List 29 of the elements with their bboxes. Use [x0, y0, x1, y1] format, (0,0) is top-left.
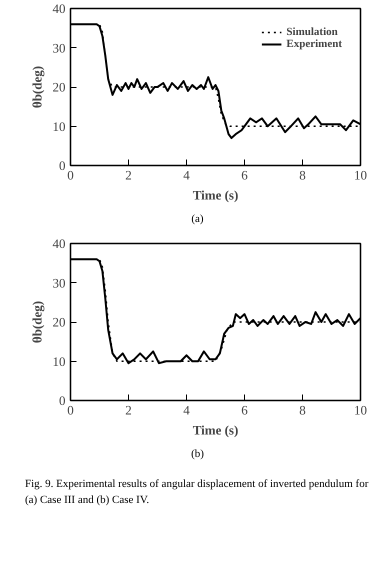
x-tick-label: 6 — [241, 168, 248, 182]
y-tick-label: 40 — [52, 1, 66, 16]
x-tick-label: 4 — [183, 402, 190, 418]
y-tick-label: 10 — [52, 118, 66, 134]
legend-label: Simulation — [286, 26, 338, 38]
x-axis-title: Time (s) — [192, 422, 238, 438]
x-tick-label: 6 — [241, 402, 248, 418]
y-tick-label: 20 — [52, 314, 66, 330]
x-axis-title: Time (s) — [192, 188, 238, 202]
x-tick-label: 10 — [354, 168, 367, 182]
y-tick-label: 20 — [52, 80, 66, 94]
x-tick-label: 4 — [183, 168, 190, 182]
y-axis-title: θb(deg) — [30, 300, 44, 343]
legend-label: Experiment — [286, 38, 342, 50]
y-tick-label: 30 — [52, 40, 66, 56]
text: (b) — [191, 446, 204, 462]
y-axis-title: θb(deg) — [30, 66, 44, 108]
y-tick-label: 0 — [59, 392, 66, 408]
x-tick-label: 10 — [354, 402, 367, 418]
y-tick-label: 40 — [52, 236, 66, 251]
x-tick-label: 8 — [299, 168, 306, 182]
y-tick-label: 10 — [52, 353, 66, 368]
text: (a) — [191, 212, 204, 227]
caption: Fig. 9. Experimental results of angular displacement of inverted pendulum for (a) Case III and (b) Case IV. — [25, 477, 370, 508]
x-tick-label: 2 — [125, 168, 132, 182]
y-tick-label: 30 — [52, 274, 66, 290]
x-tick-label: 2 — [125, 402, 132, 418]
x-tick-label: 8 — [299, 402, 306, 418]
y-tick-label: 0 — [59, 158, 66, 173]
